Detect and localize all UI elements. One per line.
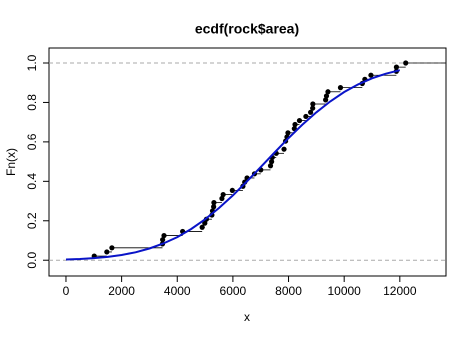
x-tick-label: 8000 <box>275 284 302 298</box>
x-tick-label: 10000 <box>327 284 361 298</box>
plot-frame <box>48 47 447 277</box>
x-tick-label: 6000 <box>220 284 247 298</box>
ecdf-point <box>307 109 314 115</box>
ecdf-point <box>269 159 275 165</box>
x-tick-label: 12000 <box>383 284 417 298</box>
y-tick-label: 0.0 <box>25 252 39 269</box>
ecdf-point <box>281 146 287 152</box>
ecdf-point <box>368 72 374 78</box>
ecdf-point <box>310 105 316 111</box>
ecdf-point <box>325 89 331 95</box>
ecdf-point <box>403 60 409 66</box>
ecdf-point <box>109 245 115 251</box>
chart-title: ecdf(rock$area) <box>195 21 299 37</box>
ecdf-point <box>296 117 303 124</box>
x-tick-label: 0 <box>63 284 70 298</box>
x-axis-label: x <box>244 310 250 324</box>
fitted-curve <box>65 69 401 261</box>
ecdf-point <box>229 187 235 194</box>
ecdf-point <box>303 113 309 120</box>
ecdf-point <box>285 130 291 136</box>
ecdf-point <box>199 224 205 230</box>
ecdf-point <box>393 64 400 70</box>
ecdf-point <box>161 232 167 239</box>
y-tick-label: 0.6 <box>25 133 39 150</box>
ecdf-point <box>211 204 217 210</box>
ecdf-point <box>104 249 110 255</box>
ecdf-point <box>337 85 344 91</box>
y-tick-label: 0.4 <box>25 173 39 190</box>
ecdf-point <box>211 200 217 206</box>
ecdf-point <box>323 97 329 103</box>
ecdf-point <box>310 101 316 107</box>
x-tick-label: 2000 <box>108 284 135 298</box>
ecdf-point <box>219 195 225 202</box>
ecdf-point <box>202 220 208 226</box>
ecdf-point <box>323 93 330 99</box>
ecdf-point <box>292 121 298 128</box>
ecdf-point <box>220 191 226 198</box>
x-tick-label: 4000 <box>164 284 191 298</box>
y-tick-label: 1.0 <box>25 54 39 71</box>
y-axis-label: Fn(x) <box>4 148 18 176</box>
y-tick-label: 0.8 <box>25 94 39 111</box>
ecdf-point <box>267 163 274 169</box>
ecdf-point <box>160 237 166 243</box>
y-tick-label: 0.2 <box>25 212 39 229</box>
